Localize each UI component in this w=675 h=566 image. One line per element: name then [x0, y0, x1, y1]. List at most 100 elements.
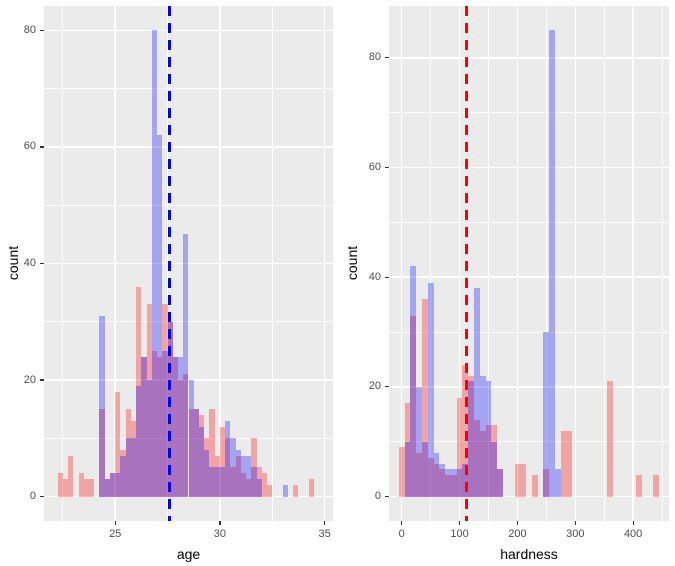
histogram-bar-red: [235, 455, 241, 497]
histogram-bar-blue: [141, 356, 147, 497]
y-tick-label: 80: [23, 23, 36, 36]
histogram-bar-red: [162, 304, 168, 497]
histogram-bar-red: [230, 467, 236, 497]
y-tick-label: 40: [368, 270, 381, 283]
histogram-bar-red: [115, 391, 121, 497]
histogram-bar-red: [193, 409, 199, 497]
histogram-bar-blue: [178, 356, 184, 497]
x-tick-mark: [632, 521, 634, 525]
histogram-bar-red: [653, 474, 660, 497]
histogram-bar-blue: [497, 469, 503, 497]
x-tick-mark: [114, 521, 116, 525]
gridline-major-y: [389, 495, 669, 498]
gridline-minor-x: [603, 6, 605, 521]
histogram-bar-blue: [433, 452, 440, 497]
y-tick-mark: [385, 276, 389, 278]
gridline-minor-y: [389, 112, 669, 114]
x-tick-label: 25: [109, 528, 122, 540]
histogram-bar-blue: [120, 455, 126, 497]
x-axis-title: age: [176, 546, 201, 562]
histogram-bar-blue: [410, 266, 417, 497]
histogram-bar-red: [410, 315, 417, 497]
gridline-major-x: [516, 6, 519, 521]
histogram-bar-blue: [240, 455, 247, 497]
histogram-bar-red: [445, 474, 451, 497]
gridline-major-x: [323, 6, 326, 521]
histogram-bar-blue: [225, 420, 231, 497]
histogram-bar-blue: [251, 467, 257, 497]
x-tick-mark: [324, 521, 326, 525]
histogram-bar-blue: [172, 356, 179, 497]
x-tick-mark: [219, 521, 221, 525]
histogram-bar-blue: [246, 455, 252, 497]
gridline-major-y: [44, 29, 333, 32]
y-tick-label: 20: [368, 380, 381, 393]
histogram-bar-red: [514, 463, 521, 497]
histogram-bar-red: [204, 438, 210, 497]
gridline-minor-y: [44, 88, 333, 90]
gridline-major-y: [389, 276, 669, 278]
gridline-minor-y: [389, 441, 669, 443]
histogram-bar-red: [404, 403, 411, 497]
y-tick-mark: [40, 29, 44, 32]
histogram-bar-blue: [439, 463, 446, 497]
histogram-bar-red: [398, 447, 405, 497]
histogram-bar-red: [520, 463, 527, 497]
histogram-bar-blue: [427, 282, 434, 497]
histogram-bar-blue: [404, 441, 411, 497]
histogram-bar-red: [543, 469, 550, 497]
histogram-bar-blue: [485, 381, 492, 497]
gridline-major-y: [44, 379, 333, 381]
histogram-bar-red: [560, 430, 567, 497]
y-tick-label: 60: [23, 140, 36, 153]
histogram-bar-blue: [549, 30, 556, 497]
histogram-bar-red: [219, 426, 226, 497]
histogram-bar-red: [68, 455, 74, 497]
histogram-bar-red: [456, 397, 463, 497]
histogram-bar-blue: [219, 467, 226, 497]
gridline-minor-x: [545, 6, 547, 521]
histogram-bar-red: [267, 484, 273, 497]
x-tick-mark: [516, 521, 519, 525]
histogram-bar-blue: [256, 479, 262, 497]
histogram-bar-blue: [151, 30, 158, 497]
histogram-bar-red: [566, 430, 573, 497]
y-tick-mark: [40, 379, 44, 381]
histogram-bar-red: [497, 469, 503, 497]
gridline-major-y: [44, 495, 333, 498]
gridline-major-x: [632, 6, 634, 521]
histogram-bar-red: [491, 425, 498, 497]
histogram-bar-blue: [157, 135, 163, 497]
histogram-bar-red: [188, 409, 194, 497]
histogram-bar-red: [240, 473, 247, 497]
x-axis-title: hardness: [500, 546, 558, 562]
y-tick-mark: [385, 166, 389, 169]
histogram-bar-blue: [282, 484, 288, 497]
histogram-bar-blue: [109, 473, 116, 497]
histogram-bar-red: [450, 474, 457, 497]
histogram-bar-blue: [235, 449, 241, 497]
histogram-bar-red: [427, 458, 434, 497]
histogram-bar-blue: [416, 386, 422, 497]
gridline-major-y: [389, 166, 669, 169]
y-tick-label: 60: [368, 161, 381, 174]
histogram-bar-red: [62, 479, 69, 497]
y-tick-mark: [385, 386, 389, 388]
histogram-bar-blue: [230, 438, 236, 497]
histogram-bar-red: [607, 381, 613, 497]
gridline-major-y: [44, 262, 333, 265]
histogram-bar-blue: [198, 426, 205, 497]
histogram-bar-red: [251, 438, 257, 497]
histogram-bar-red: [57, 473, 63, 497]
histogram-bar-red: [468, 375, 475, 497]
vline-blue-dashed: [168, 6, 172, 521]
histogram-bar-red: [125, 409, 131, 497]
histogram-bar-red: [416, 452, 422, 497]
histogram-bar-red: [78, 473, 84, 497]
y-tick-label: 0: [374, 490, 381, 503]
histogram-bar-blue: [421, 441, 428, 497]
y-tick-label: 40: [23, 257, 36, 269]
histogram-bar-blue: [491, 441, 498, 497]
histogram-bar-red: [308, 479, 315, 497]
histogram-bar-red: [183, 374, 189, 497]
